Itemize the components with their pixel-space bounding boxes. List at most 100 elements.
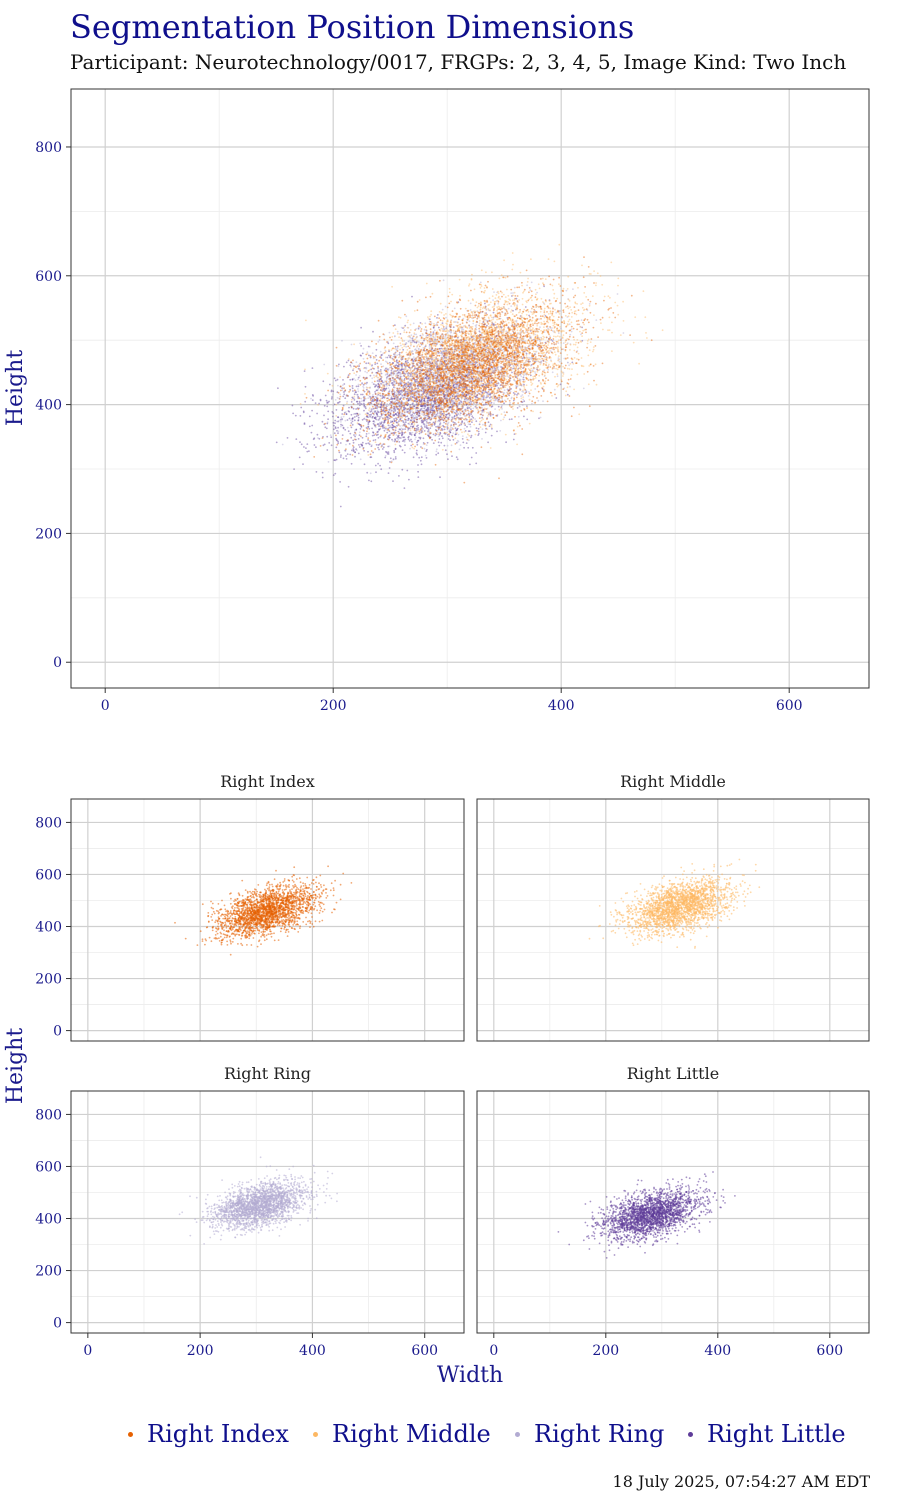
data-point [480,394,483,396]
data-point [352,448,355,450]
data-point [352,413,355,415]
data-point [435,413,438,416]
data-point [436,381,438,384]
data-point [372,407,375,410]
data-point [418,382,420,385]
data-point [417,386,420,389]
data-point [323,423,326,426]
data-point [483,403,486,406]
data-point [422,390,425,393]
data-point [484,386,487,389]
data-point [427,429,430,431]
data-point [424,400,426,403]
data-point [456,377,458,379]
data-point [457,354,459,357]
data-point [428,417,431,419]
data-point [622,332,625,334]
data-point [477,427,480,430]
data-point [329,434,332,437]
data-point [381,392,384,395]
data-point [350,462,353,465]
data-point [407,429,409,432]
data-point [376,409,379,412]
data-point [588,303,591,305]
data-point [423,420,426,422]
data-point [549,335,551,338]
data-point [475,395,478,398]
data-point [383,389,385,392]
data-point [403,432,406,434]
data-point [398,351,401,354]
data-point [558,360,561,363]
data-point [311,367,314,369]
data-point [353,416,356,418]
data-point [469,353,471,356]
data-point [323,363,326,366]
data-point [352,407,355,410]
data-point [543,285,545,288]
data-point [395,402,398,404]
data-point [455,429,458,431]
data-point [422,405,425,408]
data-point [452,432,455,434]
data-point [407,438,410,441]
data-point [365,376,368,379]
data-point [392,426,394,428]
data-point [570,328,573,330]
data-point [355,361,358,364]
data-point [440,363,443,365]
data-point [397,435,399,438]
data-point [361,352,364,355]
data-point [366,425,369,428]
data-point [396,440,398,443]
data-point [295,438,298,440]
data-point [408,386,411,388]
data-point [446,444,449,447]
data-point [470,434,473,437]
data-point [461,435,464,437]
data-point [449,439,451,442]
data-point [538,318,540,320]
data-point [492,299,494,301]
data-point [420,360,423,363]
data-point [417,328,420,331]
data-point [457,433,460,436]
data-point [456,458,459,461]
data-point [433,399,436,402]
data-point [432,327,435,329]
data-point [456,397,459,399]
data-point [426,383,429,386]
data-point [432,326,435,329]
data-point [425,426,428,429]
data-point [379,423,382,425]
data-point [311,399,314,401]
data-point [445,325,448,328]
data-point [418,390,421,393]
data-point [481,416,483,419]
data-point [460,401,463,403]
data-point [417,470,419,473]
data-point [460,346,463,348]
data-point [464,366,467,369]
data-point [566,393,569,396]
data-point [496,397,499,400]
data-point [385,413,387,416]
data-point [389,424,391,427]
data-point [404,387,406,390]
data-point [482,389,485,391]
data-point [371,427,373,430]
data-point [405,410,408,413]
data-point [361,393,364,396]
data-point [300,406,303,409]
data-point [445,389,448,391]
data-point [412,405,415,408]
data-point [306,450,309,453]
data-point [336,439,338,442]
data-point [380,468,383,471]
data-point [384,360,387,363]
data-point [377,369,380,372]
data-point [448,352,451,355]
data-point [376,398,379,401]
data-point [430,336,432,338]
data-point [367,397,370,399]
